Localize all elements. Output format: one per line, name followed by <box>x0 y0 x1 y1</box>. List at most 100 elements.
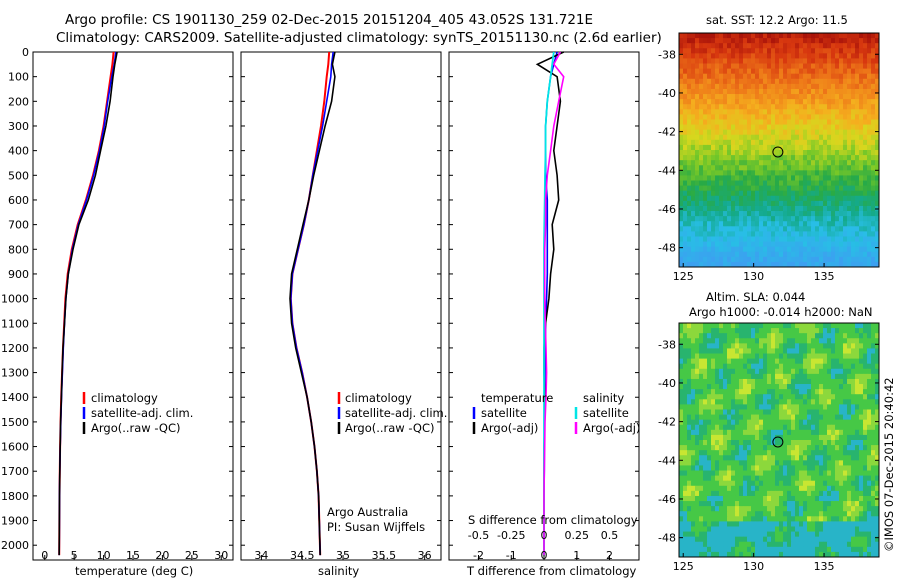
map-cell <box>755 246 760 253</box>
map-cell <box>711 384 716 390</box>
map-cell <box>711 429 716 436</box>
map-cell <box>759 63 764 70</box>
map-cell <box>815 200 820 207</box>
map-cell <box>755 134 760 141</box>
map-cell <box>683 373 688 380</box>
map-cell <box>747 323 752 329</box>
map-cell <box>707 475 712 482</box>
map-cell <box>803 353 808 360</box>
map-cell <box>731 343 736 349</box>
map-cell <box>859 58 864 64</box>
map-cell <box>827 134 832 141</box>
map-cell <box>791 353 796 360</box>
map-cell <box>691 129 696 136</box>
map-cell <box>863 144 868 151</box>
map-cell <box>743 495 748 502</box>
map-cell <box>831 536 836 543</box>
map-cell <box>683 83 688 90</box>
map-cell <box>827 460 832 466</box>
map-cell <box>791 48 796 54</box>
map-cell <box>803 323 808 329</box>
map-cell <box>835 241 840 248</box>
map-cell <box>871 190 876 197</box>
map-cell <box>763 216 768 222</box>
map-cell <box>771 373 776 380</box>
map-cell <box>831 83 836 90</box>
map-cell <box>735 546 740 553</box>
map-cell <box>727 343 732 349</box>
map-cell <box>691 241 696 248</box>
map-cell <box>711 531 716 538</box>
map-cell <box>775 180 780 187</box>
map-cell <box>855 409 860 415</box>
map-cell <box>699 389 704 395</box>
map-cell <box>735 495 740 502</box>
map-cell <box>859 328 864 334</box>
map-cell <box>791 73 796 80</box>
map-cell <box>843 114 848 120</box>
map-cell <box>823 251 828 258</box>
map-cell <box>827 33 832 39</box>
map-cell <box>703 150 708 156</box>
map-cell <box>711 109 716 115</box>
map-cell <box>819 124 824 131</box>
map-cell <box>727 205 732 212</box>
map-cell <box>719 419 724 426</box>
map-cell <box>719 200 724 207</box>
map-cell <box>723 429 728 436</box>
map-cell <box>847 460 852 466</box>
map-cell <box>719 160 724 166</box>
map-cell <box>787 256 792 263</box>
map-cell <box>803 226 808 232</box>
map-cell <box>755 429 760 436</box>
map-cell <box>799 384 804 390</box>
map-cell <box>839 165 844 171</box>
map-cell <box>803 114 808 120</box>
map-cell <box>851 150 856 156</box>
map-cell <box>839 226 844 232</box>
map-cell <box>863 490 868 497</box>
map-cell <box>839 363 844 370</box>
map-cell <box>715 495 720 502</box>
map-cell <box>751 190 756 197</box>
map-cell <box>767 155 772 161</box>
map-cell <box>867 165 872 171</box>
map-cell <box>839 541 844 548</box>
map-cell <box>767 83 772 90</box>
map-cell <box>835 155 840 161</box>
map-cell <box>687 419 692 426</box>
map-cell <box>751 373 756 380</box>
map-cell <box>683 536 688 543</box>
map-cell <box>875 480 879 487</box>
map-cell <box>723 424 728 431</box>
map-cell <box>687 185 692 192</box>
map-cell <box>823 33 828 39</box>
map-cell <box>711 170 716 176</box>
map-cell <box>843 175 848 181</box>
map-cell <box>731 78 736 85</box>
map-cell <box>779 445 784 451</box>
map-cell <box>691 88 696 95</box>
map-cell <box>687 445 692 451</box>
map-cell <box>759 216 764 222</box>
map-cell <box>747 445 752 451</box>
map-cell <box>843 73 848 80</box>
map-cell <box>839 170 844 176</box>
map-cell <box>751 368 756 375</box>
map-cell <box>779 53 784 59</box>
map-cell <box>691 384 696 390</box>
map-cell <box>811 211 816 217</box>
map-cell <box>863 139 868 146</box>
map-cell <box>763 261 768 267</box>
map-cell <box>767 231 772 237</box>
map-cell <box>779 373 784 380</box>
map-cell <box>755 333 760 339</box>
map-cell <box>867 348 872 354</box>
map-cell <box>811 48 816 54</box>
map-cell <box>711 495 716 502</box>
map-cell <box>791 139 796 146</box>
map-cell <box>723 53 728 59</box>
map-cell <box>767 68 772 75</box>
map-cell <box>747 231 752 237</box>
map-cell <box>823 160 828 166</box>
